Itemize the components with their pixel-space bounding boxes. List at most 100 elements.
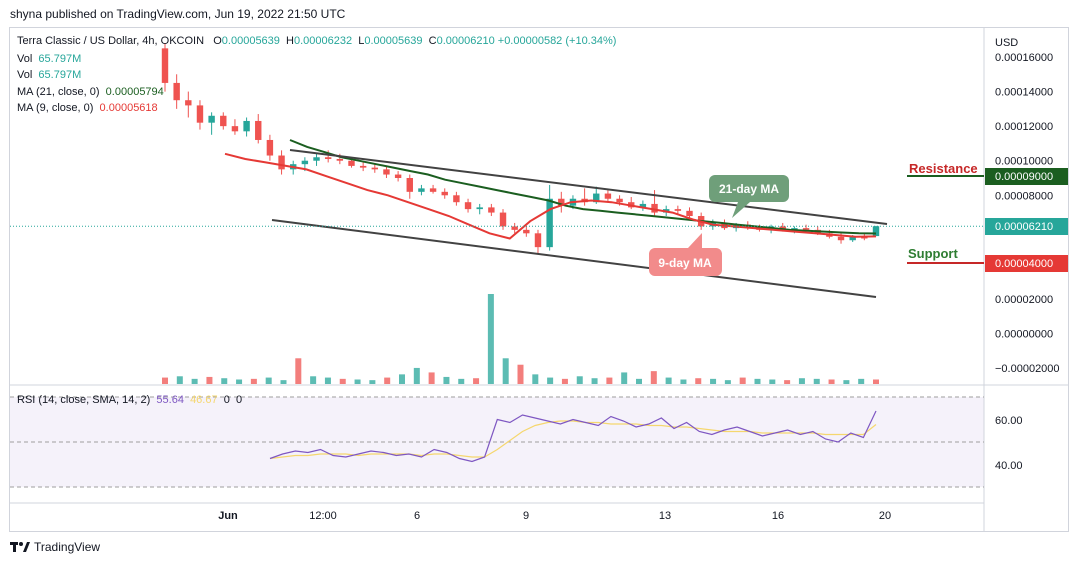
legend-vol1-label: Vol — [17, 53, 33, 65]
candle-body — [639, 203, 647, 208]
volume-bar — [784, 380, 791, 384]
rsi-tick-60: 60.00 — [995, 415, 1023, 427]
candle-body — [872, 226, 880, 237]
resistance-label: Resistance — [909, 161, 978, 176]
current-price-tag: 0.00006210 — [985, 218, 1068, 235]
volume-bar — [813, 378, 820, 384]
rsi-legend-extra1: 0 — [223, 394, 230, 406]
channel-upper-line[interactable] — [289, 149, 888, 225]
time-label-20: 20 — [879, 510, 891, 522]
channel-lines — [271, 149, 888, 298]
candle-body — [313, 157, 320, 161]
volume-bar — [873, 379, 879, 384]
candle-body — [220, 115, 227, 127]
price-tick-5: 0.00002000 — [995, 294, 1053, 306]
ma9-callout-text: 9-day MA — [658, 256, 712, 270]
volume-bar — [428, 372, 435, 384]
volume-bar — [443, 376, 450, 384]
candle-body — [255, 120, 262, 140]
volume-bar — [665, 377, 672, 384]
volume-bar — [710, 378, 717, 384]
candle-body — [406, 178, 413, 192]
volume-bars — [162, 294, 879, 384]
candle-body — [161, 48, 169, 83]
legend-vol2: 65.797M — [38, 69, 82, 81]
time-label-jun: Jun — [218, 510, 238, 522]
legend-open-label: O — [213, 35, 222, 47]
volume-bar — [739, 377, 746, 384]
volume-bar — [265, 377, 272, 384]
price-tick-1: 0.00014000 — [995, 87, 1053, 99]
volume-bar — [843, 380, 850, 384]
legend-symbol: Terra Classic / US Dollar, 4h, OKCOIN — [17, 35, 205, 47]
volume-bar — [591, 378, 598, 384]
legend-vol2-label: Vol — [17, 69, 33, 81]
legend-change: +0.00000582 (+10.34%) — [497, 35, 617, 47]
candle-body — [418, 188, 425, 192]
legend-close-label: C — [428, 35, 437, 47]
time-label-1200: 12:00 — [309, 510, 337, 522]
volume-bar — [561, 378, 568, 384]
price-tick-4: 0.00008000 — [995, 190, 1053, 202]
candle-body — [523, 229, 530, 234]
legend-open: 0.00005639 — [221, 35, 280, 47]
volume-bar — [369, 380, 376, 384]
price-tick-2: 0.00012000 — [995, 121, 1053, 133]
candle-body — [779, 226, 786, 230]
price-tick-6: 0.00000000 — [995, 329, 1053, 341]
candle-body — [837, 236, 845, 241]
rsi-legend-label: RSI (14, close, SMA, 14, 2) — [17, 394, 151, 406]
time-label-6: 6 — [414, 510, 420, 522]
candle-body — [674, 209, 682, 211]
volume-bar — [176, 376, 183, 384]
candle-body — [243, 120, 250, 132]
candle-body — [394, 174, 402, 178]
legend-symbol-row: Terra Classic / US Dollar, 4h, OKCOIN O0… — [17, 35, 616, 47]
candle-body — [185, 100, 192, 106]
tradingview-brand[interactable]: TradingView — [10, 540, 100, 554]
candle-body — [359, 165, 367, 168]
legend-ma9-row: MA (9, close, 0) 0.00005618 — [17, 102, 158, 114]
candle-body — [429, 188, 437, 192]
candle-body — [208, 115, 215, 123]
rsi-legend: RSI (14, close, SMA, 14, 2) 55.64 46.67 … — [17, 394, 242, 406]
resistance-value: 0.00009000 — [995, 171, 1053, 183]
candle-body — [476, 207, 483, 210]
candle-body — [534, 233, 542, 248]
legend-close: 0.00006210 — [436, 35, 495, 47]
channel-lower-line[interactable] — [271, 219, 877, 298]
volume-bar — [206, 376, 213, 384]
rsi-legend-extra2: 0 — [235, 394, 243, 406]
volume-bar — [236, 379, 243, 384]
volume-bar — [487, 294, 494, 384]
candle-body — [371, 167, 379, 170]
candles — [161, 43, 880, 255]
time-label-9: 9 — [523, 510, 529, 522]
time-label-16: 16 — [772, 510, 784, 522]
candle-body — [593, 193, 600, 203]
rsi-line — [269, 410, 877, 463]
candle-body — [604, 193, 612, 199]
candle-body — [791, 228, 798, 230]
volume-bar — [191, 378, 198, 384]
volume-bar — [384, 377, 391, 384]
chart-frame[interactable] — [9, 27, 1069, 532]
candle-body — [546, 198, 553, 248]
volume-bar — [532, 374, 539, 384]
candle-body — [173, 82, 180, 101]
candle-body — [488, 207, 495, 213]
candle-body — [441, 191, 448, 196]
candle-body — [301, 160, 309, 165]
legend-ma21-label: MA (21, close, 0) — [17, 86, 100, 98]
ma21-line — [289, 139, 877, 235]
support-value-tag: 0.00004000 — [985, 255, 1068, 272]
volume-bar — [310, 376, 317, 384]
support-value: 0.00004000 — [995, 258, 1053, 270]
candle-body — [278, 155, 285, 170]
volume-bar — [221, 378, 228, 384]
volume-bar — [576, 376, 583, 384]
brand-label: TradingView — [34, 540, 101, 554]
volume-bar — [162, 377, 168, 384]
legend-low: 0.00005639 — [364, 35, 423, 47]
